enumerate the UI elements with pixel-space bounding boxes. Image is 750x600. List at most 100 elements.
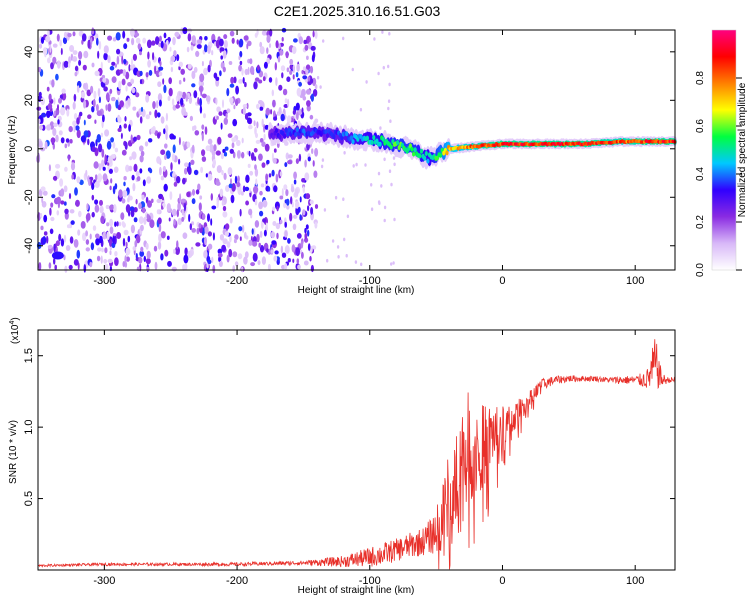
noise-speckle xyxy=(115,32,121,41)
noise-speckle xyxy=(131,151,137,160)
signal-trace-segment xyxy=(278,134,282,140)
noise-speckle xyxy=(130,224,135,234)
noise-speckle xyxy=(86,203,89,211)
noise-speckle xyxy=(107,35,113,41)
snr-x-tick-label: 100 xyxy=(626,575,644,587)
snr-x-tick-label: -300 xyxy=(93,575,115,587)
noise-speckle xyxy=(299,196,302,203)
signal-trace-segment xyxy=(332,134,336,140)
noise-speckle xyxy=(232,251,238,258)
noise-speckle xyxy=(66,224,71,229)
noise-speckle xyxy=(94,70,100,77)
noise-speckle xyxy=(82,64,87,71)
noise-speckle xyxy=(222,205,227,212)
noise-speckle xyxy=(296,87,302,97)
noise-speckle xyxy=(285,189,289,197)
noise-speckle xyxy=(48,93,52,101)
snr-x-tick-label: -200 xyxy=(226,575,248,587)
noise-speckle xyxy=(100,61,103,70)
noise-speckle xyxy=(258,100,263,105)
noise-speckle xyxy=(259,138,264,143)
noise-speckle xyxy=(275,40,279,49)
noise-speckle xyxy=(244,82,247,88)
noise-speckle xyxy=(183,202,187,212)
noise-speckle xyxy=(236,150,241,159)
noise-speckle xyxy=(259,190,263,196)
noise-speckle xyxy=(299,214,302,221)
noise-speckle xyxy=(203,250,208,259)
noise-speckle xyxy=(80,221,86,229)
noise-speckle xyxy=(97,247,102,252)
noise-speckle xyxy=(247,117,252,124)
noise-speckle xyxy=(65,245,71,251)
noise-speckle xyxy=(104,129,110,137)
noise-speckle xyxy=(119,100,124,108)
noise-speckle xyxy=(175,104,180,109)
noise-speckle xyxy=(90,242,95,251)
noise-speckle xyxy=(233,238,237,244)
noise-speckle xyxy=(186,46,190,53)
noise-speckle xyxy=(47,102,53,110)
noise-speckle xyxy=(109,226,114,234)
noise-speckle xyxy=(98,143,103,153)
noise-speckle xyxy=(125,164,130,173)
noise-speckle xyxy=(78,51,83,60)
noise-speckle xyxy=(199,73,205,83)
noise-speckle xyxy=(292,64,295,74)
noise-speckle xyxy=(73,239,79,248)
noise-speckle xyxy=(133,207,138,213)
noise-speckle xyxy=(388,169,392,173)
noise-speckle xyxy=(63,234,67,243)
noise-speckle xyxy=(102,77,107,83)
noise-speckle xyxy=(380,184,383,188)
noise-speckle xyxy=(123,229,129,236)
noise-speckle xyxy=(238,64,243,72)
noise-speckle xyxy=(114,221,117,227)
noise-speckle xyxy=(131,58,133,67)
noise-speckle xyxy=(156,156,161,164)
signal-trace-segment xyxy=(295,127,299,133)
noise-speckle xyxy=(109,250,112,256)
noise-speckle xyxy=(122,30,126,39)
noise-speckle xyxy=(295,201,300,209)
noise-speckle xyxy=(222,99,224,108)
noise-speckle xyxy=(314,30,318,39)
noise-speckle xyxy=(222,148,226,154)
noise-speckle xyxy=(274,62,277,71)
noise-speckle xyxy=(157,81,162,88)
noise-speckle xyxy=(156,100,159,109)
noise-speckle xyxy=(231,142,235,149)
noise-speckle xyxy=(287,238,291,244)
noise-speckle xyxy=(125,241,128,248)
noise-speckle xyxy=(93,90,97,100)
noise-speckle xyxy=(257,260,261,266)
noise-speckle xyxy=(116,55,120,65)
noise-speckle xyxy=(173,218,176,226)
noise-speckle xyxy=(139,250,145,257)
noise-speckle xyxy=(261,118,264,128)
noise-speckle xyxy=(165,112,168,122)
noise-speckle xyxy=(304,232,308,240)
noise-speckle xyxy=(284,245,290,254)
noise-speckle xyxy=(104,247,108,254)
noise-speckle xyxy=(172,36,176,46)
noise-speckle xyxy=(303,260,309,266)
noise-speckle xyxy=(110,137,114,143)
noise-speckle xyxy=(241,67,244,76)
noise-speckle xyxy=(255,139,261,144)
noise-speckle xyxy=(182,27,188,35)
noise-speckle xyxy=(377,171,381,176)
noise-speckle xyxy=(278,84,283,91)
noise-speckle xyxy=(172,171,176,178)
noise-speckle xyxy=(178,91,183,97)
noise-speckle xyxy=(187,63,192,70)
noise-speckle xyxy=(105,104,108,111)
noise-speckle xyxy=(135,37,141,44)
noise-speckle xyxy=(280,65,286,72)
noise-speckle xyxy=(307,243,311,251)
noise-speckle xyxy=(235,98,239,107)
noise-speckle xyxy=(228,183,233,189)
noise-speckle xyxy=(132,246,137,251)
noise-speckle xyxy=(247,66,250,75)
